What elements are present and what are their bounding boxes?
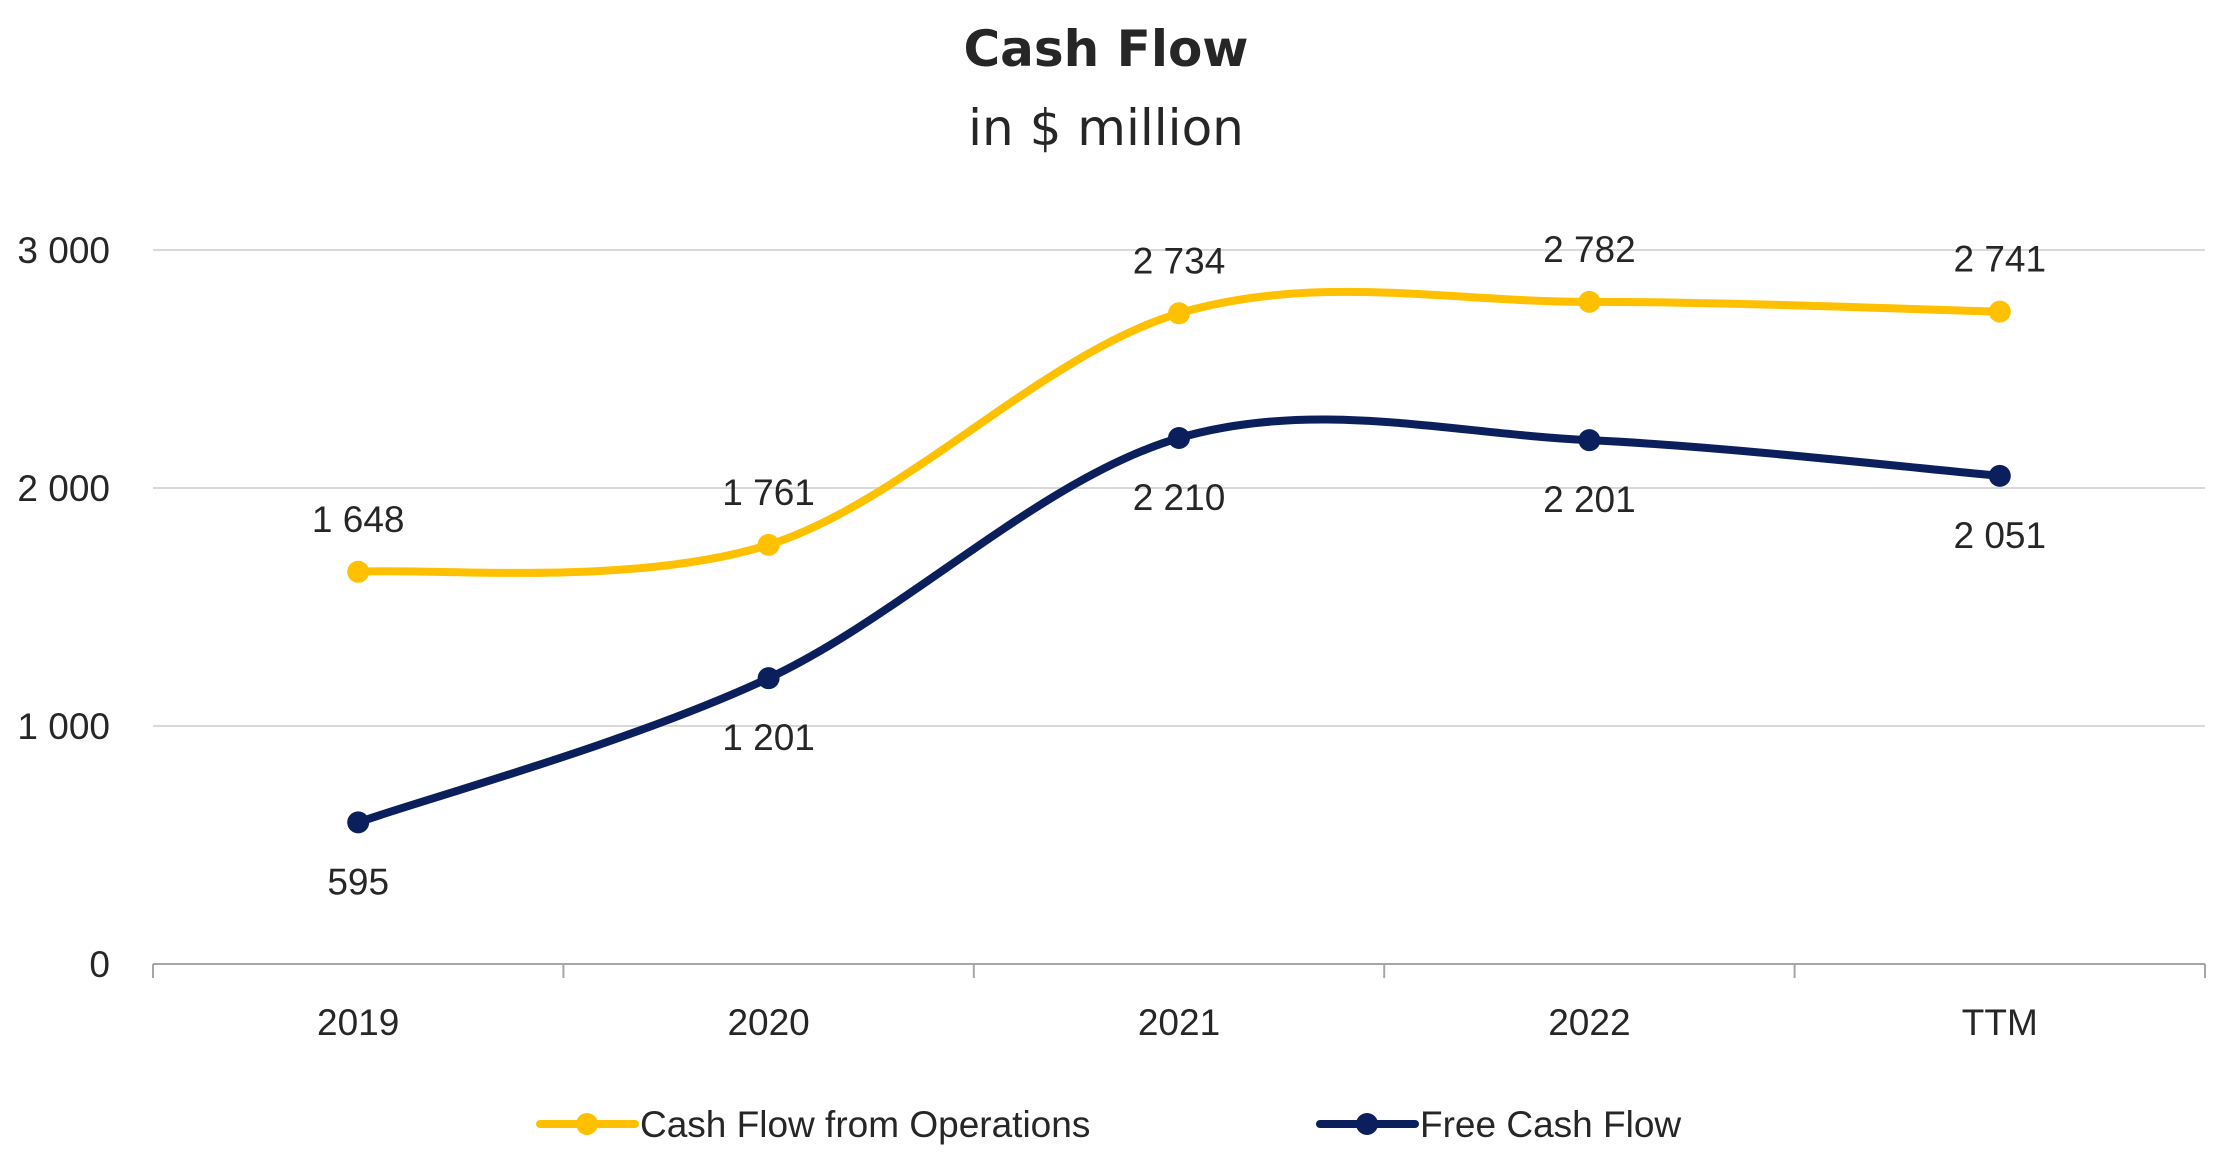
y-tick-label: 3 000 xyxy=(17,230,110,271)
data-label: 595 xyxy=(327,861,389,902)
x-tick-label: 2019 xyxy=(317,1002,399,1043)
data-point xyxy=(1988,300,2011,323)
data-point xyxy=(1988,464,2011,487)
data-label: 1 648 xyxy=(312,499,405,540)
x-tick-label: 2020 xyxy=(727,1002,809,1043)
gridlines xyxy=(153,249,2205,727)
data-point xyxy=(1578,290,1601,313)
data-point xyxy=(757,667,780,690)
series-points xyxy=(347,290,2011,834)
data-label: 2 210 xyxy=(1133,477,1226,518)
data-point xyxy=(1168,427,1190,450)
y-tick-label: 0 xyxy=(89,944,110,985)
x-tick-label: 2022 xyxy=(1548,1002,1630,1043)
legend-swatch-marker xyxy=(1356,1113,1378,1135)
x-tick-label: TTM xyxy=(1962,1002,2038,1043)
chart-subtitle: in $ million xyxy=(968,99,1244,157)
y-tick-label: 2 000 xyxy=(17,468,110,509)
data-point xyxy=(1578,429,1601,452)
legend: Cash Flow from Operations Free Cash Flow xyxy=(536,1104,1681,1145)
legend-label: Cash Flow from Operations xyxy=(640,1104,1090,1145)
y-tick-label: 1 000 xyxy=(17,706,110,747)
data-label: 2 782 xyxy=(1543,229,1636,270)
legend-label: Free Cash Flow xyxy=(1420,1104,1681,1145)
x-axis: 2019 2020 2021 2022 TTM xyxy=(152,963,2206,1043)
chart-title: Cash Flow xyxy=(963,20,1248,78)
data-label: 2 201 xyxy=(1543,479,1636,520)
data-point xyxy=(1168,302,1190,325)
legend-swatch-marker xyxy=(576,1113,598,1135)
series-lines xyxy=(354,287,2004,827)
data-labels: 1 648 1 761 2 734 2 782 2 741 595 1 201 2 210 2 … xyxy=(312,229,2046,903)
data-label: 1 761 xyxy=(722,472,815,513)
data-label: 2 741 xyxy=(1954,239,2047,280)
data-point xyxy=(347,811,370,834)
y-axis-ticks: 0 1 000 2 000 3 000 xyxy=(17,230,110,985)
data-label: 2 051 xyxy=(1954,515,2047,556)
data-point xyxy=(347,560,370,583)
data-label: 2 734 xyxy=(1133,240,1226,281)
data-label: 1 201 xyxy=(722,717,815,758)
data-point xyxy=(757,533,780,556)
x-tick-label: 2021 xyxy=(1138,1002,1220,1043)
